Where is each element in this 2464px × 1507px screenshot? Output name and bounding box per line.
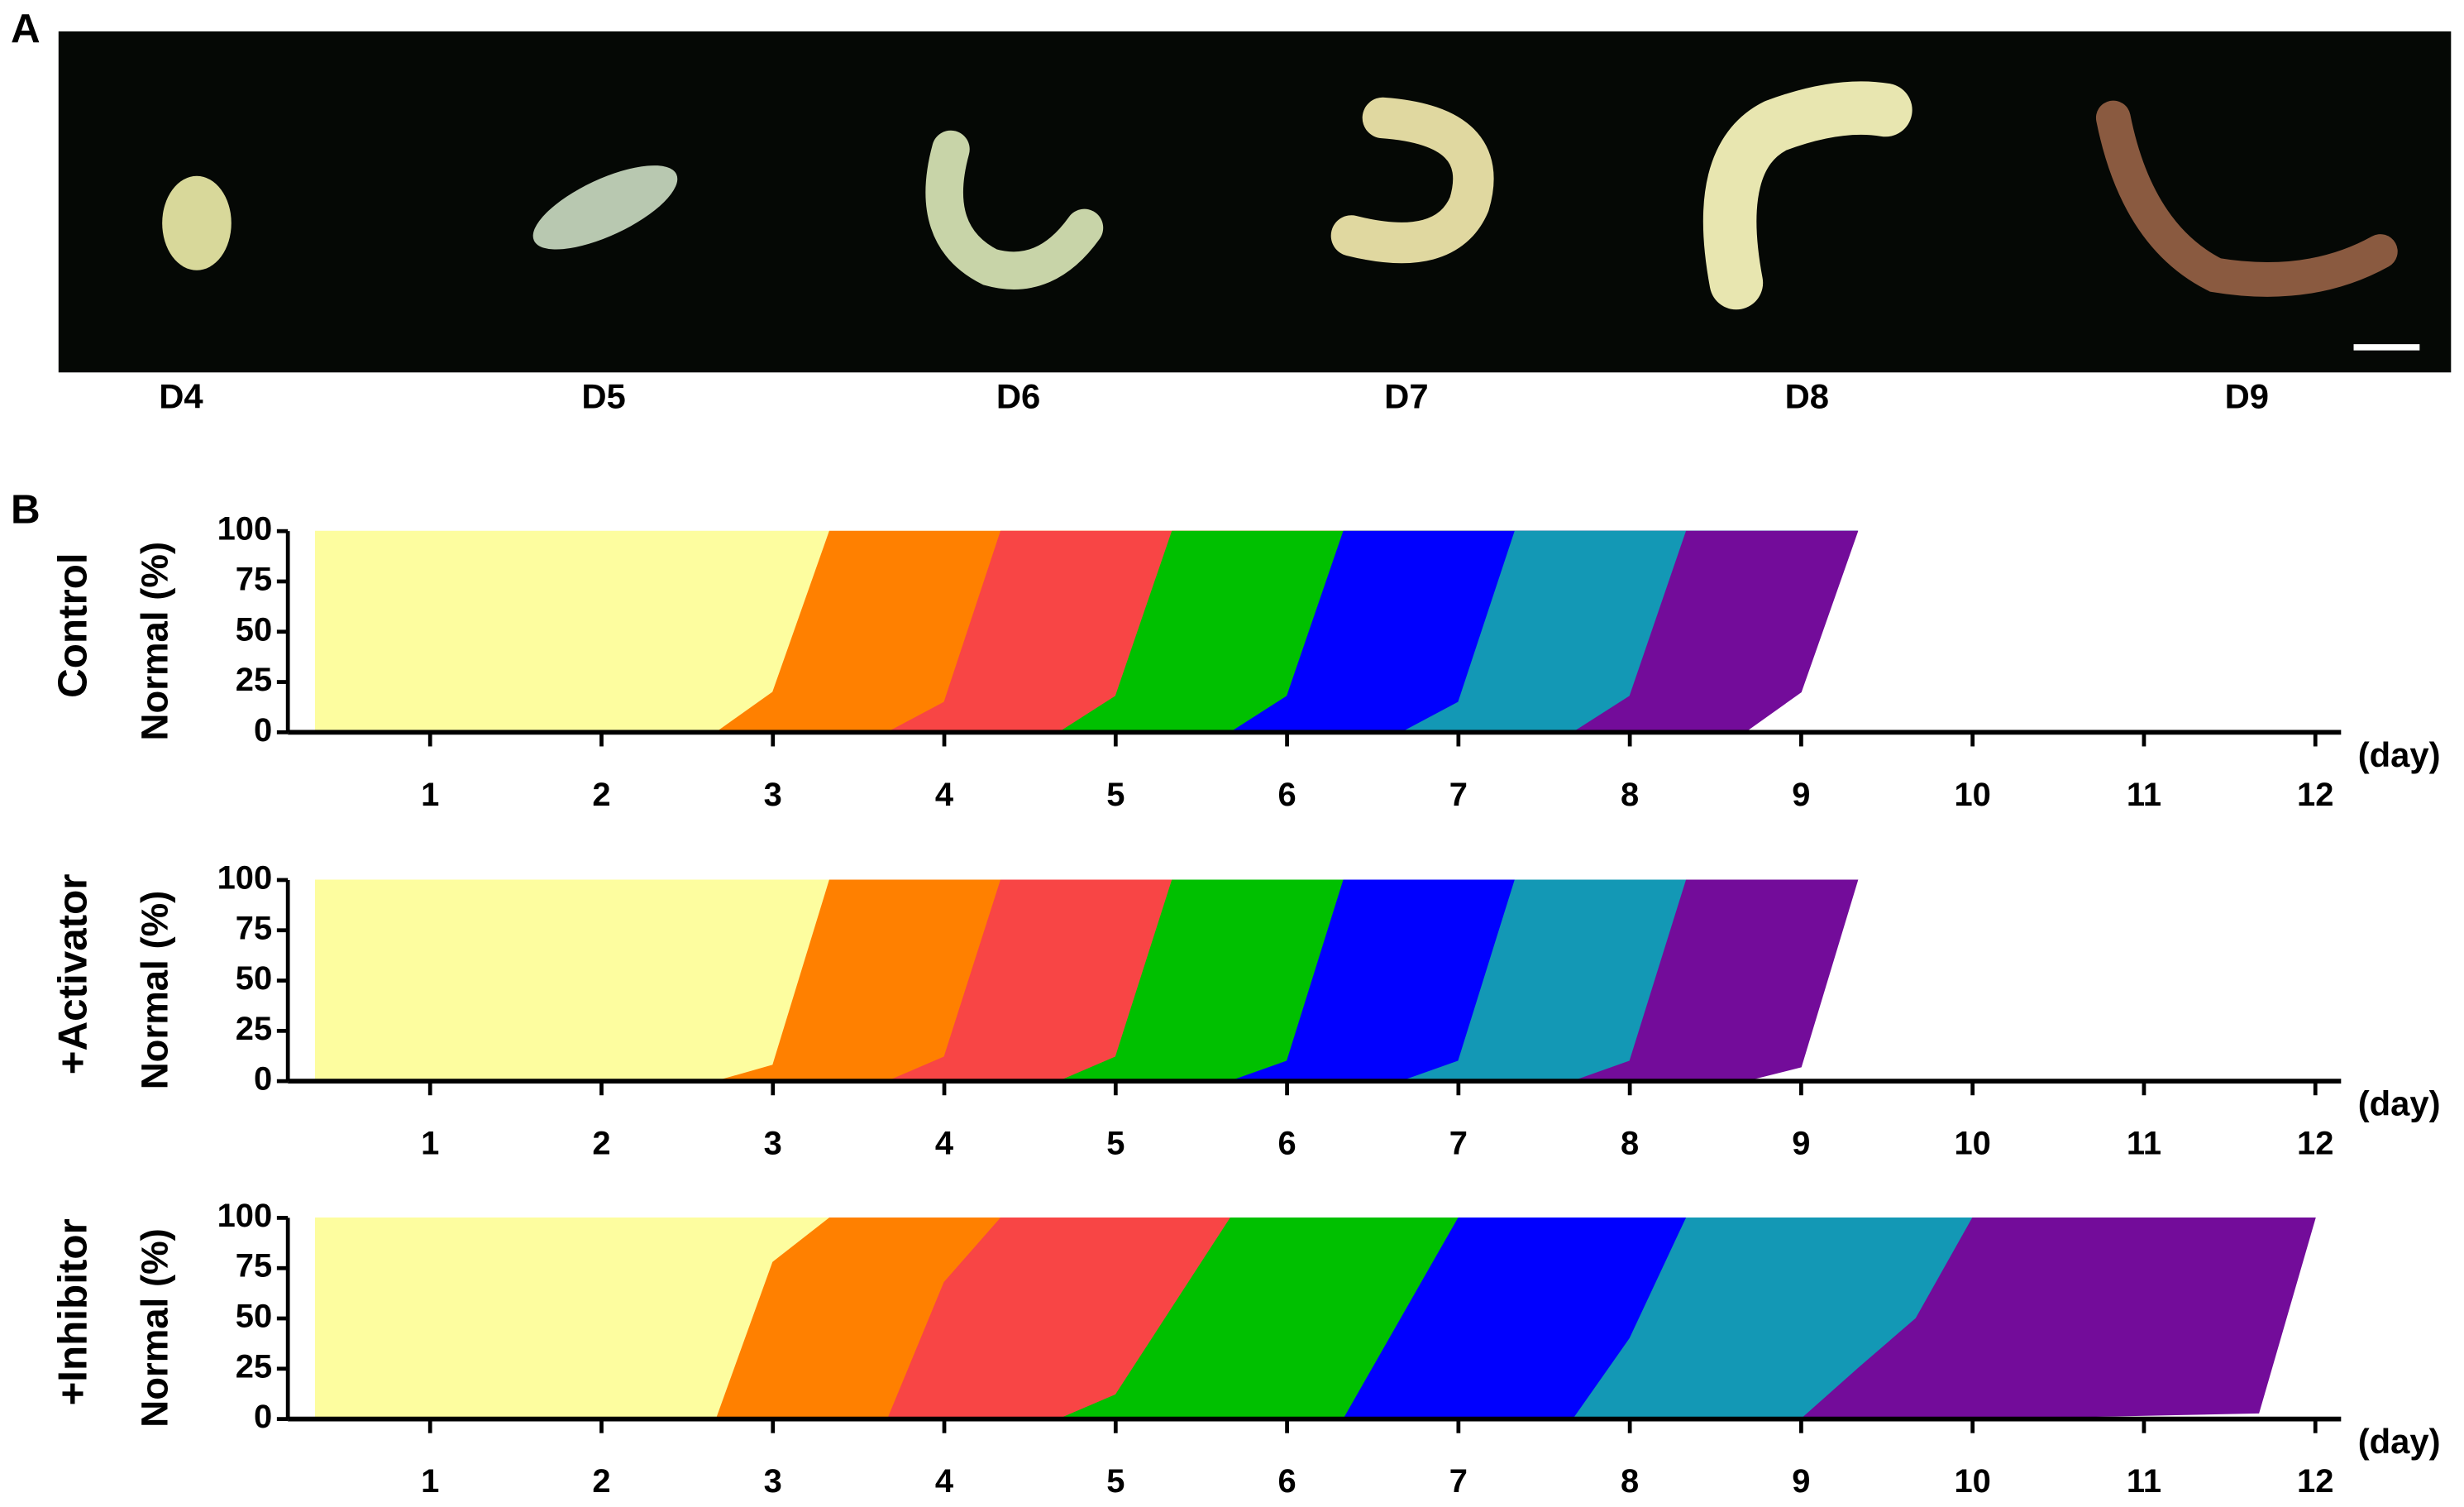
- larva-image: [1702, 81, 1912, 310]
- x-tick-label: 2: [592, 1126, 610, 1162]
- x-tick-label: 5: [1106, 777, 1125, 813]
- y-tick-label: 75: [236, 1248, 272, 1285]
- x-tick-label: 12: [2297, 1126, 2333, 1162]
- x-tick-label: 3: [764, 1463, 782, 1500]
- x-tick-label: 5: [1106, 1463, 1125, 1500]
- x-tick-label: 1: [421, 777, 439, 813]
- y-tick-label: 50: [236, 1299, 272, 1335]
- x-axis-label: (day): [2358, 1422, 2441, 1461]
- y-tick-label: 25: [236, 662, 272, 698]
- x-tick-label: 8: [1621, 1126, 1639, 1162]
- chart-title: Control: [50, 553, 96, 698]
- x-tick-label: 10: [1955, 1126, 1991, 1162]
- photo-background: [58, 31, 2452, 373]
- image-label: D7: [1384, 377, 1428, 416]
- x-tick-label: 12: [2297, 777, 2333, 813]
- x-tick-label: 11: [2127, 1126, 2161, 1162]
- x-axis-label: (day): [2358, 735, 2441, 774]
- x-tick-label: 1: [421, 1126, 439, 1162]
- chart-title: +Activator: [50, 874, 96, 1075]
- y-tick-label: 25: [236, 1011, 272, 1047]
- y-axis-label: Normal (%): [134, 542, 176, 741]
- y-axis-label: Normal (%): [134, 1228, 176, 1428]
- x-tick-label: 7: [1449, 1463, 1468, 1500]
- x-tick-label: 8: [1621, 1463, 1639, 1500]
- x-tick-label: 4: [935, 1126, 953, 1162]
- x-tick-label: 9: [1792, 1463, 1810, 1500]
- x-tick-label: 6: [1277, 777, 1296, 813]
- x-tick-label: 2: [592, 1463, 610, 1500]
- image-label: D6: [996, 377, 1040, 416]
- larva-image: [925, 130, 1104, 289]
- y-tick-label: 75: [236, 561, 272, 597]
- x-tick-label: 6: [1277, 1463, 1296, 1500]
- x-tick-label: 11: [2127, 1463, 2161, 1500]
- image-label: D9: [2225, 377, 2269, 416]
- y-tick-label: 0: [254, 712, 272, 749]
- y-tick-label: 100: [217, 511, 273, 548]
- y-tick-label: 75: [236, 910, 272, 946]
- image-label: D4: [159, 377, 203, 416]
- chart-title: +Inhibitor: [50, 1218, 96, 1405]
- x-tick-label: 9: [1792, 1126, 1810, 1162]
- x-tick-label: 1: [421, 1463, 439, 1500]
- larva-image: [532, 165, 678, 250]
- larva-image: [2095, 100, 2398, 297]
- x-tick-label: 12: [2297, 1463, 2333, 1500]
- x-tick-label: 5: [1106, 1126, 1125, 1162]
- y-tick-label: 100: [217, 1198, 273, 1234]
- x-tick-label: 3: [764, 1126, 782, 1162]
- photo-strip: [58, 31, 2452, 373]
- x-tick-label: 7: [1449, 777, 1468, 813]
- larva-image: [1330, 97, 1494, 264]
- x-axis-label: (day): [2358, 1084, 2441, 1123]
- panel-label: B: [11, 486, 41, 532]
- y-tick-label: 50: [236, 611, 272, 648]
- x-tick-label: 10: [1955, 1463, 1991, 1500]
- x-tick-label: 11: [2127, 777, 2161, 813]
- x-tick-label: 10: [1955, 777, 1991, 813]
- panel-label: A: [11, 6, 41, 51]
- image-label: D8: [1785, 377, 1829, 416]
- y-tick-label: 0: [254, 1061, 272, 1098]
- larva-image: [162, 175, 232, 270]
- y-tick-label: 25: [236, 1348, 272, 1385]
- x-tick-label: 6: [1277, 1126, 1296, 1162]
- x-tick-label: 4: [935, 777, 953, 813]
- y-axis-label: Normal (%): [134, 891, 176, 1090]
- x-tick-label: 7: [1449, 1126, 1468, 1162]
- y-tick-label: 100: [217, 859, 273, 896]
- x-tick-label: 8: [1621, 777, 1639, 813]
- x-tick-label: 3: [764, 777, 782, 813]
- x-tick-label: 2: [592, 777, 610, 813]
- image-label: D5: [581, 377, 625, 416]
- y-tick-label: 0: [254, 1399, 272, 1435]
- x-tick-label: 9: [1792, 777, 1810, 813]
- y-tick-label: 50: [236, 960, 272, 997]
- x-tick-label: 4: [935, 1463, 953, 1500]
